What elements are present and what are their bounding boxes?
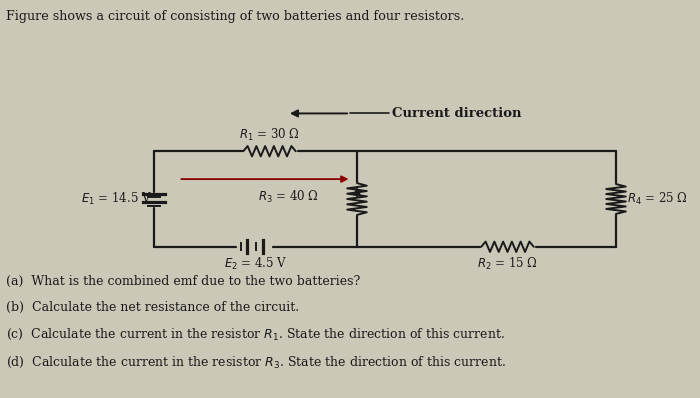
Text: (a)  What is the combined emf due to the two batteries?: (a) What is the combined emf due to the … bbox=[6, 275, 360, 288]
Text: $R_3$ = 40 Ω: $R_3$ = 40 Ω bbox=[258, 189, 319, 205]
Text: $R_2$ = 15 Ω: $R_2$ = 15 Ω bbox=[477, 256, 538, 271]
Text: $R_1$ = 30 Ω: $R_1$ = 30 Ω bbox=[239, 127, 300, 143]
Text: (c)  Calculate the current in the resistor $R_1$. State the direction of this cu: (c) Calculate the current in the resisto… bbox=[6, 327, 505, 342]
Text: $E_2$ = 4.5 V: $E_2$ = 4.5 V bbox=[224, 256, 287, 271]
Text: $E_1$ = 14.5 V: $E_1$ = 14.5 V bbox=[80, 191, 151, 207]
Text: $R_4$ = 25 Ω: $R_4$ = 25 Ω bbox=[626, 191, 687, 207]
Text: (d)  Calculate the current in the resistor $R_3$. State the direction of this cu: (d) Calculate the current in the resisto… bbox=[6, 355, 505, 370]
Text: Current direction: Current direction bbox=[392, 107, 522, 120]
Text: Figure shows a circuit of consisting of two batteries and four resistors.: Figure shows a circuit of consisting of … bbox=[6, 10, 464, 23]
Text: (b)  Calculate the net resistance of the circuit.: (b) Calculate the net resistance of the … bbox=[6, 300, 299, 314]
